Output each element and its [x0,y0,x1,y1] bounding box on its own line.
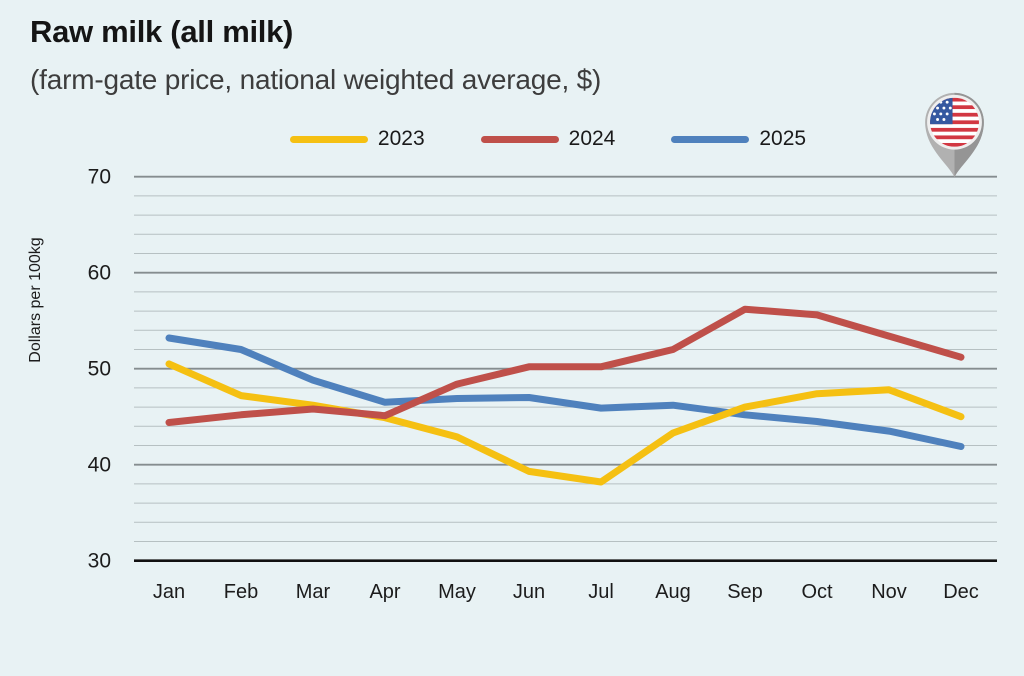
usa-flag [930,97,979,147]
x-tick-label: Aug [655,581,691,603]
page-title: Raw milk (all milk) [30,14,294,49]
legend-swatch-2024 [480,135,559,143]
x-tick-label: Oct [801,581,833,603]
y-tick-label: 40 [88,454,111,477]
legend-label: 2025 [759,127,807,150]
legend-swatch-2025 [671,135,750,143]
y-tick-label: 50 [88,358,111,381]
legend-label: 2024 [568,127,616,150]
page-subtitle: (farm-gate price, national weighted aver… [30,64,602,95]
legend-item-2023: 2023 [289,127,425,151]
price-line-chart: 30 40 50 60 70 Jan Feb Mar Apr May Jun Jul Aug Sep Oct… [27,166,997,603]
x-tick-label: Apr [369,581,400,603]
series-line-2025 [165,334,965,450]
y-axis-title: Dollars per 100kg [27,237,44,362]
chart-legend: 2023 2024 2025 [36,127,1024,151]
y-tick-label: 60 [88,262,111,285]
x-tick-label: Sep [727,581,763,603]
x-tick-label: May [438,581,476,603]
x-tick-label: Jul [588,581,614,603]
legend-item-2024: 2024 [480,127,616,151]
legend-label: 2023 [377,127,425,150]
x-tick-label: Dec [943,581,979,603]
y-tick-label: 30 [88,550,111,573]
x-tick-label: Mar [296,581,331,603]
series-line-2024 [165,305,965,426]
legend-item-2025: 2025 [671,127,806,151]
usa-flag-pin-icon [925,92,984,178]
x-tick-label: Feb [224,581,258,603]
series-line-2023 [165,360,965,486]
y-tick-label: 70 [88,166,111,189]
x-tick-label: Jun [513,581,545,603]
x-tick-label: Jan [153,581,185,603]
legend-swatch-2023 [289,135,368,143]
x-tick-label: Nov [871,581,907,603]
